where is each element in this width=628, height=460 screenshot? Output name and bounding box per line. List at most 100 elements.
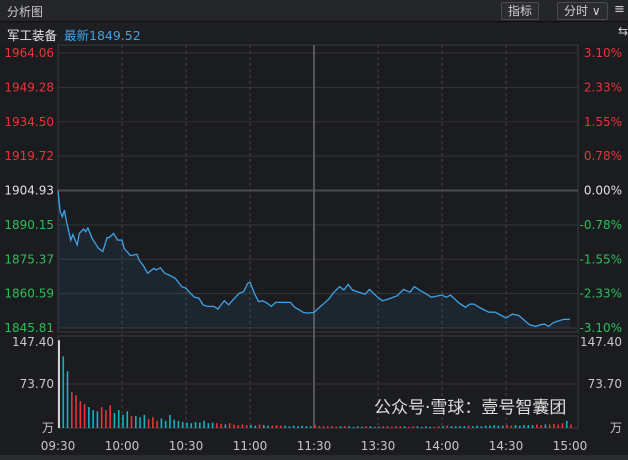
volume-bar (484, 425, 487, 428)
volume-bar (348, 426, 350, 428)
volume-bar (186, 422, 188, 428)
volume-bar (425, 426, 427, 428)
volume-bar (548, 424, 551, 428)
indicator-button[interactable]: 指标 (501, 2, 540, 20)
price-axis-label: 1890.15 (4, 218, 54, 232)
latest-price: 最新1849.52 (64, 28, 141, 43)
volume-bar (96, 411, 99, 428)
volume-bar (241, 424, 244, 428)
volume-bar (420, 426, 423, 428)
volume-bar (190, 423, 193, 428)
price-axis-label: 1845.81 (4, 321, 54, 335)
watermark: 公众号·雪球：壹号智囊团 (374, 398, 566, 418)
volume-bar (292, 425, 295, 428)
quote-row: 军工装备 最新1849.52 ⇆ (0, 23, 628, 43)
volume-bar (544, 424, 547, 428)
time-axis-label: 11:30 (297, 439, 332, 453)
volume-bar (386, 426, 389, 428)
volume-bar (455, 426, 457, 428)
menu-icon[interactable]: ≡ (614, 2, 625, 17)
price-axis-label: 1875.37 (4, 252, 54, 266)
volume-bar (318, 426, 321, 428)
percent-axis-label: -2.33% (580, 287, 622, 301)
volume-bar (382, 426, 385, 428)
percent-axis-label: 3.10% (584, 46, 622, 60)
volume-bar (433, 426, 436, 428)
volume-bar (356, 426, 359, 428)
swap-icon[interactable]: ⇆ (618, 24, 628, 38)
volume-bar (275, 425, 278, 428)
volume-bar (514, 425, 517, 428)
volume-bar (88, 407, 90, 428)
volume-bar (561, 423, 564, 428)
volume-bar (169, 414, 171, 428)
volume-axis-label-right: 147.40 (580, 335, 622, 349)
volume-bar (245, 425, 248, 428)
volume-bar (352, 426, 355, 428)
volume-bar (510, 425, 513, 428)
price-axis-label: 1949.28 (4, 80, 54, 94)
volume-bar (501, 425, 504, 428)
volume-bar (130, 416, 133, 428)
volume-bar (156, 420, 158, 428)
time-axis-label: 13:30 (361, 439, 396, 453)
volume-bar (62, 356, 65, 428)
volume-bar (211, 422, 214, 428)
volume-bar (117, 410, 120, 428)
volume-axis-label-right: 万 (610, 421, 622, 435)
volume-bar (467, 425, 470, 428)
volume-bar (220, 423, 222, 428)
volume-bar (288, 426, 291, 428)
volume-bar (301, 425, 303, 428)
volume-axis-label-right: 73.70 (588, 377, 622, 391)
volume-bar (344, 426, 346, 428)
percent-axis-label: 0.00% (584, 184, 622, 198)
volume-bar (429, 426, 431, 428)
price-axis-label: 1934.50 (4, 115, 54, 129)
volume-bar (305, 426, 308, 428)
volume-bar (280, 425, 282, 428)
volume-bar (71, 392, 73, 428)
time-axis-label: 10:30 (169, 439, 204, 453)
price-line (57, 190, 570, 328)
volume-bar (463, 426, 466, 428)
volume-bar (177, 420, 180, 428)
percent-axis-label: 0.78% (584, 149, 622, 163)
price-axis-label: 1860.59 (4, 287, 54, 301)
volume-bar (519, 425, 521, 428)
volume-bar (147, 419, 150, 428)
volume-bar (523, 425, 525, 428)
bottom-scrollbar[interactable] (0, 455, 628, 460)
volume-bar (446, 425, 449, 428)
volume-bar (203, 420, 205, 428)
period-dropdown[interactable]: 分时 ∨ (557, 2, 608, 20)
volume-bar (450, 426, 453, 428)
volume-bar (199, 422, 201, 428)
volume-bar (493, 425, 495, 428)
volume-bar (369, 426, 372, 428)
time-axis-label: 15:00 (553, 439, 588, 453)
volume-bar (58, 340, 60, 428)
price-axis-label: 1904.93 (4, 184, 54, 198)
volume-bar (335, 426, 338, 428)
volume-bar (271, 425, 274, 428)
volume-bar (314, 425, 316, 428)
volume-bar (75, 395, 77, 428)
percent-axis-label: -1.55% (580, 252, 622, 266)
time-axis-label: 10:00 (105, 439, 140, 453)
volume-bar (267, 425, 269, 428)
volume-bar (254, 425, 257, 428)
volume-bar (361, 426, 363, 428)
volume-bar (408, 426, 410, 428)
volume-axis-label: 73.70 (20, 377, 54, 391)
index-name: 军工装备 (7, 28, 58, 43)
volume-bar (557, 424, 559, 428)
volume-bar (250, 425, 252, 428)
volume-bar (416, 426, 419, 428)
volume-frame (57, 335, 579, 429)
volume-bar (92, 410, 94, 428)
volume-bar (126, 411, 129, 428)
volume-bar (297, 426, 299, 428)
volume-bar (399, 426, 402, 428)
